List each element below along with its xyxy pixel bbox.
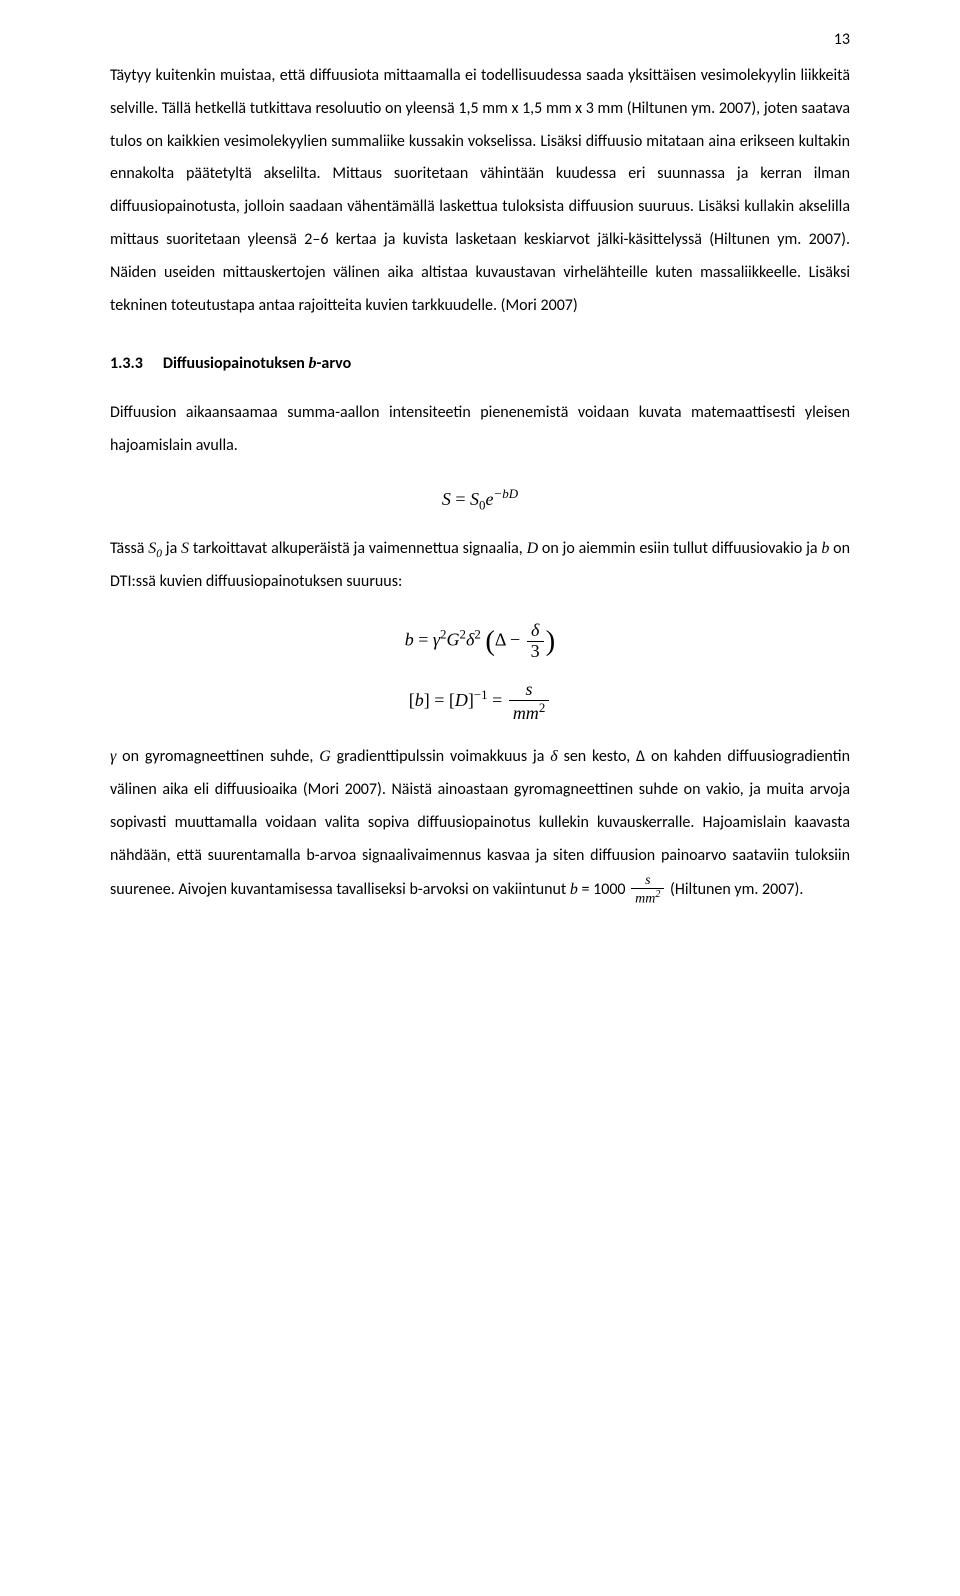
p4-txt1: on gyromagneettinen suhde, bbox=[116, 747, 319, 766]
eq1-S0: S bbox=[470, 489, 479, 509]
paragraph-1: Täytyy kuitenkin muistaa, että diffuusio… bbox=[110, 60, 850, 322]
eq3-b: b bbox=[415, 690, 424, 710]
eq3-den-mm: mm bbox=[513, 703, 539, 723]
eq2-b: b bbox=[405, 630, 414, 650]
eq3-num: s bbox=[509, 680, 549, 701]
p4-txt2: gradienttipulssin voimakkuus ja bbox=[331, 747, 550, 766]
eq2-lparen: ( bbox=[485, 625, 495, 657]
heading-b-var: b bbox=[309, 355, 317, 372]
p3-S: S bbox=[181, 540, 189, 557]
eq2-minus: − bbox=[506, 630, 525, 650]
heading-text-suffix: -arvo bbox=[317, 354, 352, 373]
heading-number: 1.3.3 bbox=[110, 354, 143, 373]
equation-2: b = γ2G2δ2 (Δ − δ3) bbox=[110, 621, 850, 662]
p4-txt5: (Hiltunen ym. 2007). bbox=[666, 880, 803, 899]
page-number: 13 bbox=[834, 30, 850, 49]
eq2-G: G bbox=[446, 630, 459, 650]
p4-txt3: sen kesto, Δ on kahden diffuusiogradient… bbox=[110, 747, 850, 898]
eq2-num: δ bbox=[527, 621, 544, 642]
p3-c: tarkoittavat alkuperäistä ja vaimennettu… bbox=[189, 539, 527, 558]
p4-frac-den-mm: mm bbox=[635, 892, 655, 907]
p3-D: D bbox=[527, 540, 539, 557]
eq1-eq: = bbox=[451, 489, 470, 509]
page: 13 Täytyy kuitenkin muistaa, että diffuu… bbox=[0, 0, 960, 1596]
paragraph-3: Tässä S0 ja S tarkoittavat alkuperäistä … bbox=[110, 533, 850, 600]
p3-d: on jo aiemmin esiin tullut diffuusiovaki… bbox=[538, 539, 821, 558]
eq2-g: γ bbox=[433, 630, 440, 650]
heading-text-prefix: Diffuusiopainotuksen bbox=[163, 354, 309, 373]
p4-G: G bbox=[319, 748, 331, 765]
eq3-m1: −1 bbox=[474, 687, 488, 702]
p3-a: Tässä bbox=[110, 539, 148, 558]
p4-frac: smm2 bbox=[631, 873, 664, 907]
eq3-D: D bbox=[455, 690, 468, 710]
eq3-den: mm2 bbox=[509, 701, 549, 724]
p4-txt4: = 1000 bbox=[578, 880, 629, 899]
paragraph-4: γ on gyromagneettinen suhde, G gradientt… bbox=[110, 741, 850, 907]
eq2-rparen: ) bbox=[546, 625, 556, 657]
eq2-Delta: Δ bbox=[495, 630, 506, 650]
eq1-S: S bbox=[442, 489, 451, 509]
section-heading: 1.3.3 Diffuusiopainotuksen b-arvo bbox=[110, 354, 850, 373]
eq2-den: 3 bbox=[527, 642, 544, 662]
p4-frac-den: mm2 bbox=[631, 889, 664, 907]
eq2-eq: = bbox=[414, 630, 433, 650]
eq3-eq1: = [ bbox=[430, 690, 455, 710]
p4-delta: δ bbox=[550, 748, 557, 765]
eq2-2c: 2 bbox=[474, 627, 480, 642]
p3-S0: S bbox=[148, 540, 156, 557]
p3-b: ja bbox=[162, 539, 181, 558]
p4-bv: b bbox=[570, 881, 578, 898]
equation-1: S = S0e−bD bbox=[110, 485, 850, 515]
eq1-sup: −bD bbox=[494, 486, 519, 501]
eq3-eq2: = bbox=[488, 690, 507, 710]
paragraph-2: Diffuusion aikaansaamaa summa-aallon int… bbox=[110, 397, 850, 463]
eq2-frac: δ3 bbox=[527, 621, 544, 662]
eq3-frac: smm2 bbox=[509, 680, 549, 724]
eq3-den-2: 2 bbox=[539, 700, 545, 715]
eq1-e: e bbox=[486, 489, 494, 509]
equation-3: [b] = [D]−1 = smm2 bbox=[110, 680, 850, 724]
p4-frac-num: s bbox=[631, 873, 664, 889]
p4-frac-den-2: 2 bbox=[655, 889, 660, 900]
